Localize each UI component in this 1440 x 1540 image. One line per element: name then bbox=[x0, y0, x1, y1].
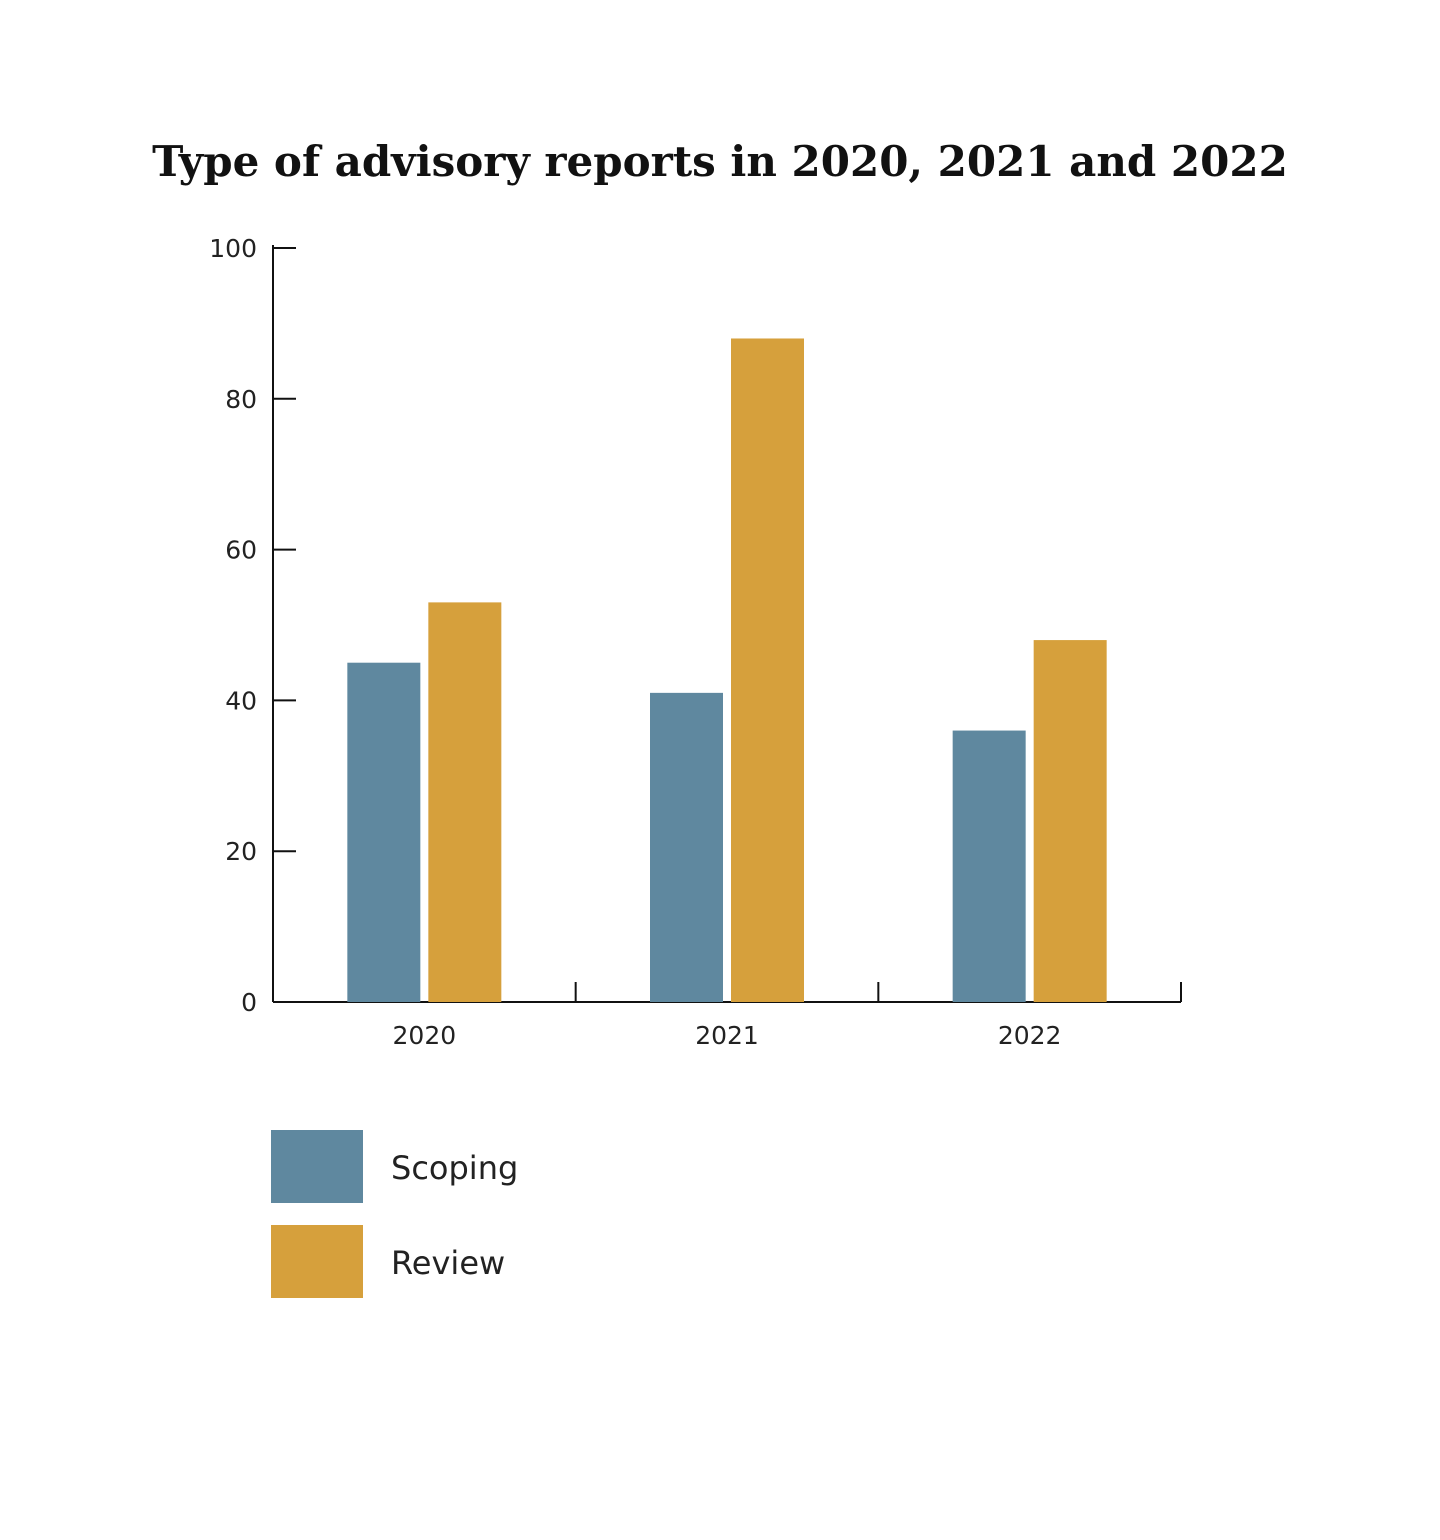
x-tick-label: 2022 bbox=[998, 1021, 1062, 1050]
y-tick-label: 20 bbox=[225, 837, 257, 866]
bar-scoping-2022 bbox=[952, 730, 1026, 1002]
y-tick-label: 0 bbox=[241, 988, 257, 1017]
y-tick-label: 80 bbox=[225, 385, 257, 414]
bar-review-2022 bbox=[1033, 640, 1107, 1002]
bar-scoping-2021 bbox=[650, 692, 723, 1002]
legend: Scoping Review bbox=[271, 1130, 518, 1298]
bars bbox=[347, 338, 1107, 1003]
bar-scoping-2020 bbox=[347, 662, 421, 1002]
bar-review-2020 bbox=[428, 602, 502, 1002]
legend-label-scoping: Scoping bbox=[391, 1149, 518, 1187]
legend-swatch-scoping bbox=[271, 1130, 363, 1203]
y-tick-label: 100 bbox=[209, 234, 257, 263]
x-tick-label: 2021 bbox=[695, 1021, 759, 1050]
x-tick-label: 2020 bbox=[393, 1021, 457, 1050]
x-axis-ticks: 2020 2021 2022 bbox=[393, 982, 1182, 1050]
y-tick-label: 60 bbox=[225, 536, 257, 565]
y-axis-ticks: 0 20 40 60 80 100 bbox=[209, 234, 296, 1017]
y-tick-label: 40 bbox=[225, 686, 257, 715]
chart-axes bbox=[272, 245, 1181, 1003]
chart-title: Type of advisory reports in 2020, 2021 a… bbox=[152, 137, 1288, 186]
bar-review-2021 bbox=[731, 338, 804, 1003]
legend-label-review: Review bbox=[391, 1244, 505, 1282]
legend-swatch-review bbox=[271, 1225, 363, 1298]
